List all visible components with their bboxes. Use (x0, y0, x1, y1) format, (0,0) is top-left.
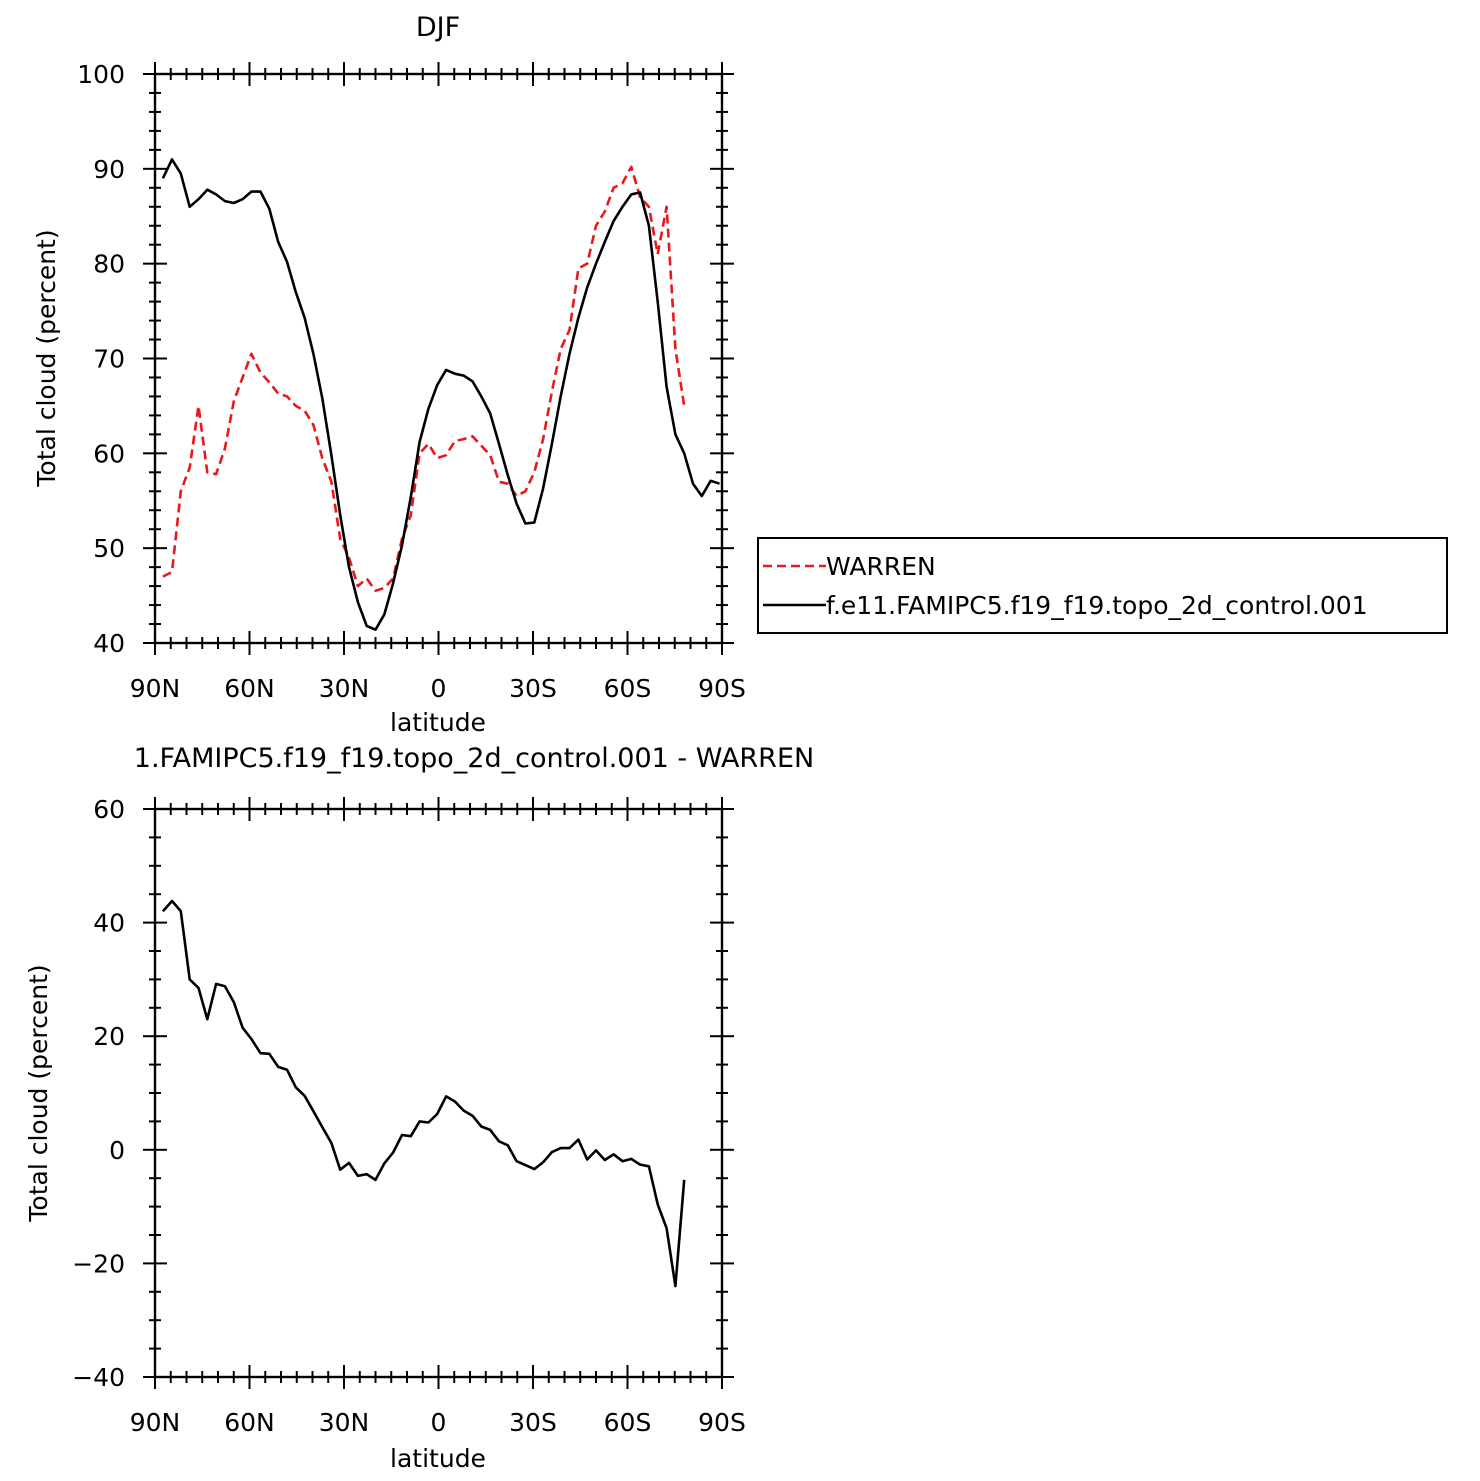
series-line-0 (161, 899, 686, 1288)
y-tick-label: 20 (93, 1022, 125, 1051)
x-tick-label: 30N (319, 674, 370, 703)
y-tick-label: 0 (109, 1136, 125, 1165)
y-tick-label: 60 (93, 439, 125, 468)
y-tick-label: 100 (77, 60, 125, 89)
x-tick-label: 60N (224, 674, 275, 703)
y-axis-label: Total cloud (percent) (24, 964, 53, 1222)
series-line-1 (161, 158, 720, 632)
x-tick-label: 60S (604, 674, 652, 703)
x-axis-label: latitude (390, 1444, 486, 1473)
y-tick-labels: 40 50 60 70 80 90 100 (77, 60, 125, 658)
plot-frame (153, 72, 724, 645)
legend: WARREN f.e11.FAMIPC5.f19_f19.topo_2d_con… (757, 537, 1448, 634)
legend-box (757, 537, 1448, 634)
x-tick-label: 30N (319, 1408, 370, 1437)
series-layer (161, 899, 686, 1288)
y-tick-label: 50 (93, 534, 125, 563)
y-tick-label: 40 (93, 629, 125, 658)
x-tick-label: 60N (224, 1408, 275, 1437)
y-tick-label: 70 (93, 345, 125, 374)
legend-label-warren: WARREN (826, 552, 936, 581)
x-tick-label: 60S (604, 1408, 652, 1437)
x-tick-label: 90S (698, 1408, 746, 1437)
y-tick-label: 40 (93, 909, 125, 938)
y-tick-labels: −40 −20 0 20 40 60 (72, 795, 125, 1392)
series-layer (161, 158, 720, 632)
chart-difference: 1.FAMIPC5.f19_f19.topo_2d_control.001 - … (24, 743, 814, 1473)
chart-title: DJF (416, 12, 460, 43)
x-tick-label: 90N (130, 1408, 181, 1437)
x-tick-labels: 90N 60N 30N 0 30S 60S 90S (130, 1408, 746, 1437)
y-tick-label: 90 (93, 155, 125, 184)
y-tick-label: 60 (93, 795, 125, 824)
x-tick-label: 30S (509, 1408, 557, 1437)
x-axis-label: latitude (390, 708, 486, 737)
x-tick-label: 30S (509, 674, 557, 703)
y-tick-label: −20 (72, 1249, 125, 1278)
x-tick-labels: 90N 60N 30N 0 30S 60S 90S (130, 674, 746, 703)
legend-label-model: f.e11.FAMIPC5.f19_f19.topo_2d_control.00… (826, 591, 1368, 620)
series-line-0 (162, 165, 686, 593)
y-tick-label: −40 (72, 1363, 125, 1392)
plot-frame (153, 807, 724, 1379)
y-axis-label: Total cloud (percent) (32, 229, 61, 487)
x-tick-label: 0 (431, 1408, 447, 1437)
axis-ticks (143, 797, 734, 1389)
chart-title: 1.FAMIPC5.f19_f19.topo_2d_control.001 - … (134, 743, 814, 774)
chart-djf: DJF 90N 60N 30N 0 30S 60S 90S 405060708090100 … (32, 12, 746, 737)
x-tick-label: 90N (130, 674, 181, 703)
axis-ticks (143, 62, 734, 655)
x-tick-label: 0 (431, 674, 447, 703)
x-tick-label: 90S (698, 674, 746, 703)
y-tick-label: 80 (93, 250, 125, 279)
